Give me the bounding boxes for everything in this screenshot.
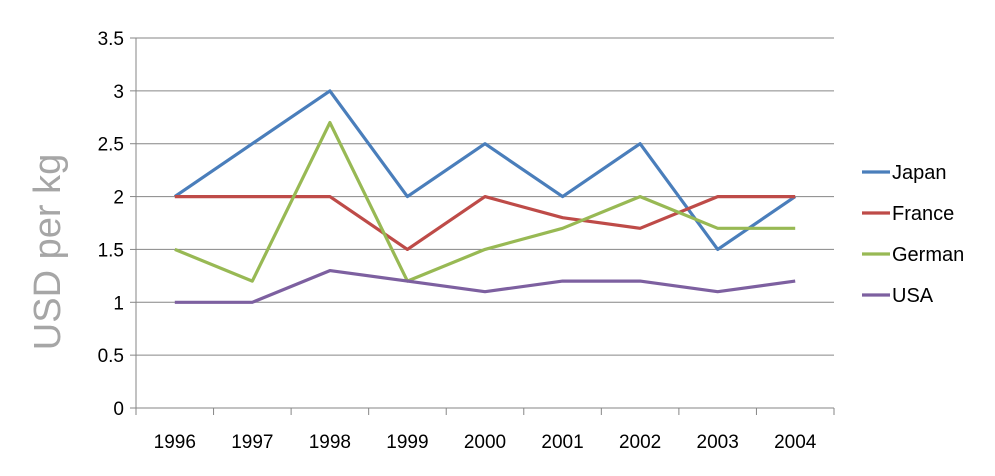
x-tick-label: 2002 <box>619 432 661 453</box>
y-axis-title: USD per kg <box>27 154 69 350</box>
x-tick-label: 2003 <box>697 432 739 453</box>
series-line-german <box>174 120 796 283</box>
series-line-japan <box>173 89 797 251</box>
y-tick-label: 2.5 <box>98 135 124 156</box>
x-tick-label: 1999 <box>386 432 428 453</box>
x-tick-label: 1998 <box>309 432 351 453</box>
x-tick-label: 2001 <box>541 432 583 453</box>
x-tick-label: 1997 <box>231 432 273 453</box>
series-line-usa <box>174 269 796 304</box>
y-tick-label: 0 <box>113 399 124 420</box>
x-tick-label: 2000 <box>464 432 506 453</box>
y-tick-label: 2 <box>113 188 124 209</box>
y-tick-label: 3.5 <box>98 29 124 50</box>
y-tick-label: 0.5 <box>98 346 124 367</box>
y-tick-label: 1 <box>113 293 124 314</box>
legend: Japan France German USA <box>862 162 964 307</box>
series-line-france <box>174 195 796 251</box>
legend-label-japan: Japan <box>892 162 947 184</box>
legend-label-france: France <box>892 203 954 225</box>
axes <box>130 37 835 415</box>
x-tick-label: 1996 <box>154 432 196 453</box>
series-lines <box>173 89 797 304</box>
y-tick-label: 1.5 <box>98 240 124 261</box>
legend-label-german: German <box>892 244 964 266</box>
y-tick-label: 3 <box>113 82 124 103</box>
tick-labels: 0 0.5 1 1.5 2 2.5 3 3.5 1996 1997 1998 1999 2000 2001… <box>98 29 817 453</box>
x-tick-label: 2004 <box>774 432 817 453</box>
legend-label-usa: USA <box>892 285 934 307</box>
